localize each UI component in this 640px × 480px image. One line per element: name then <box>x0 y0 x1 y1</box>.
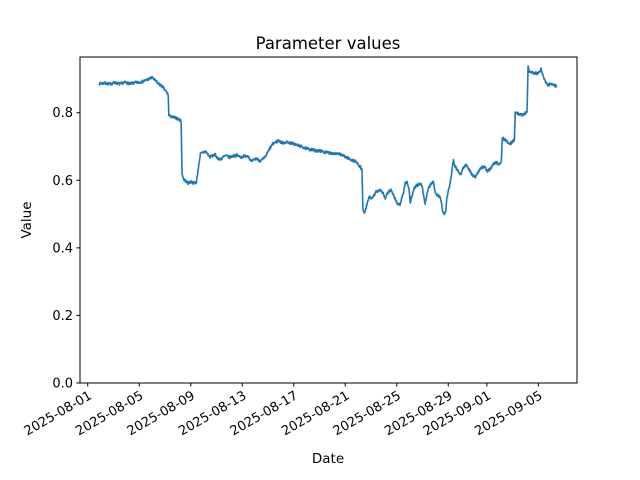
plot-frame <box>79 56 578 384</box>
y-tick-label: 0.2 <box>52 309 73 324</box>
y-tick-label: 0.6 <box>52 174 73 189</box>
x-axis-title: Date <box>312 451 344 467</box>
y-axis-title: Value <box>19 201 35 238</box>
plot-area: 0.00.20.40.60.82025-08-012025-08-052025-… <box>22 56 578 439</box>
y-tick-label: 0.8 <box>52 106 73 121</box>
data-line <box>98 65 558 216</box>
y-tick-label: 0.0 <box>52 377 73 392</box>
y-tick-label: 0.4 <box>52 241 73 256</box>
chart-title: Parameter values <box>256 34 401 53</box>
